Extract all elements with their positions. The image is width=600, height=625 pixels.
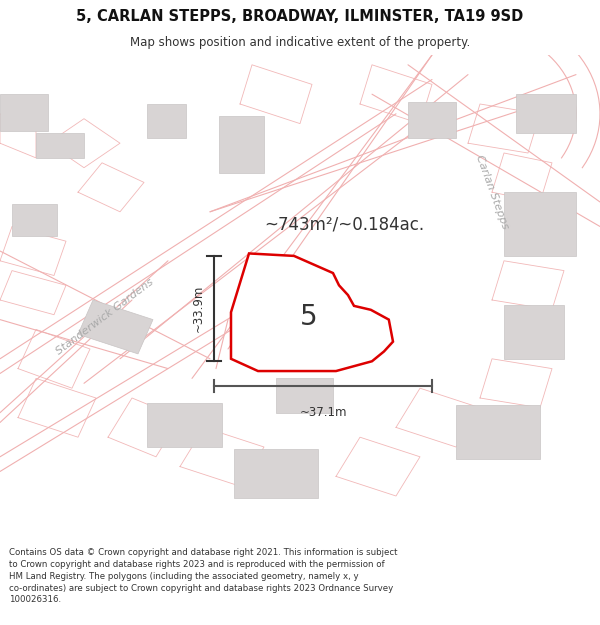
- Polygon shape: [234, 449, 318, 499]
- Polygon shape: [0, 94, 48, 131]
- Polygon shape: [456, 406, 540, 459]
- Polygon shape: [276, 378, 333, 412]
- Text: ~37.1m: ~37.1m: [299, 406, 347, 419]
- Polygon shape: [147, 104, 186, 138]
- Polygon shape: [36, 133, 84, 158]
- Text: Map shows position and indicative extent of the property.: Map shows position and indicative extent…: [130, 36, 470, 49]
- Polygon shape: [408, 101, 456, 138]
- Text: 5, CARLAN STEPPS, BROADWAY, ILMINSTER, TA19 9SD: 5, CARLAN STEPPS, BROADWAY, ILMINSTER, T…: [76, 9, 524, 24]
- Text: Standerwick Gardens: Standerwick Gardens: [55, 278, 155, 357]
- Text: Contains OS data © Crown copyright and database right 2021. This information is : Contains OS data © Crown copyright and d…: [9, 548, 398, 604]
- Text: Carlan Stepps: Carlan Stepps: [474, 154, 510, 231]
- Text: ~33.9m: ~33.9m: [192, 285, 205, 332]
- Polygon shape: [504, 305, 564, 359]
- Polygon shape: [78, 300, 153, 354]
- Polygon shape: [264, 310, 336, 351]
- Polygon shape: [12, 204, 57, 236]
- Text: ~743m²/~0.184ac.: ~743m²/~0.184ac.: [264, 215, 424, 233]
- Text: 5: 5: [300, 303, 318, 331]
- Polygon shape: [516, 94, 576, 133]
- Polygon shape: [231, 254, 393, 371]
- Polygon shape: [147, 403, 222, 447]
- Polygon shape: [504, 192, 576, 256]
- Polygon shape: [219, 116, 264, 172]
